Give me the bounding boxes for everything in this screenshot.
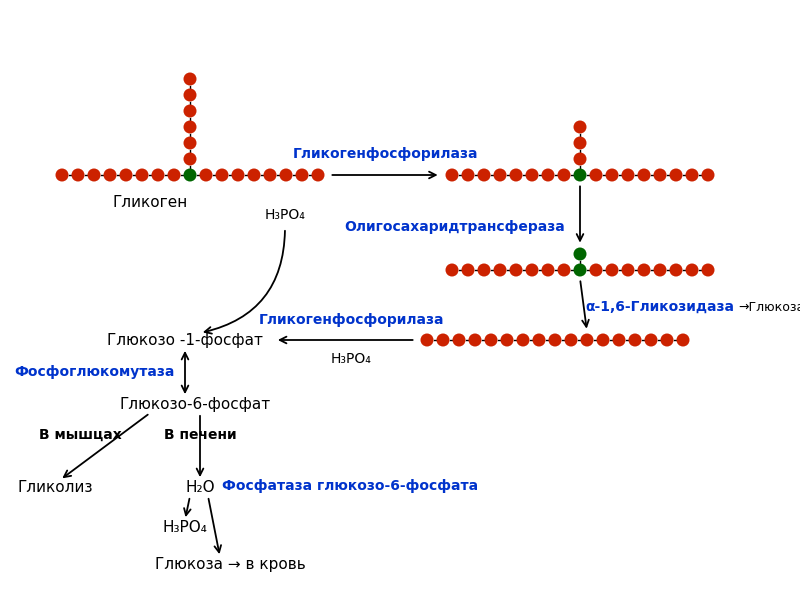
Circle shape <box>510 168 522 181</box>
Circle shape <box>231 168 245 181</box>
Circle shape <box>55 168 69 181</box>
Circle shape <box>446 264 458 277</box>
Circle shape <box>533 334 546 346</box>
Circle shape <box>135 168 149 181</box>
Circle shape <box>622 168 634 181</box>
Circle shape <box>638 168 650 181</box>
Circle shape <box>597 334 610 346</box>
Text: В мышцах: В мышцах <box>38 428 122 442</box>
Circle shape <box>311 168 325 181</box>
Text: →Глюкоза(: →Глюкоза( <box>738 302 800 315</box>
Circle shape <box>702 168 714 181</box>
Text: Глюкозо -1-фосфат: Глюкозо -1-фосфат <box>107 333 263 347</box>
Circle shape <box>606 264 618 277</box>
Circle shape <box>517 334 530 346</box>
Text: α-1,6-Гликозидаза: α-1,6-Гликозидаза <box>585 300 734 314</box>
Text: Гликоген: Гликоген <box>112 195 188 210</box>
Circle shape <box>446 168 458 181</box>
Circle shape <box>478 264 490 277</box>
Circle shape <box>183 168 197 181</box>
Circle shape <box>478 168 490 181</box>
Circle shape <box>71 168 85 181</box>
Circle shape <box>661 334 674 346</box>
Circle shape <box>670 264 682 277</box>
Circle shape <box>279 168 293 181</box>
Circle shape <box>183 121 197 133</box>
Circle shape <box>542 264 554 277</box>
Text: Олигосахаридтрансфераза: Олигосахаридтрансфераза <box>344 220 565 234</box>
Circle shape <box>437 334 450 346</box>
Circle shape <box>199 168 213 181</box>
Circle shape <box>574 264 586 277</box>
Circle shape <box>670 168 682 181</box>
Circle shape <box>183 152 197 165</box>
Circle shape <box>462 168 474 181</box>
Circle shape <box>574 136 586 149</box>
Circle shape <box>549 334 562 346</box>
Circle shape <box>613 334 626 346</box>
Circle shape <box>510 264 522 277</box>
Circle shape <box>677 334 690 346</box>
Text: Гликолиз: Гликолиз <box>18 481 93 496</box>
Text: Глюкозо-6-фосфат: Глюкозо-6-фосфат <box>119 397 270 412</box>
Text: H₃PO₄: H₃PO₄ <box>265 208 306 222</box>
Circle shape <box>167 168 181 181</box>
Circle shape <box>606 168 618 181</box>
Circle shape <box>654 168 666 181</box>
Circle shape <box>247 168 261 181</box>
Circle shape <box>542 168 554 181</box>
Circle shape <box>183 89 197 102</box>
Circle shape <box>629 334 642 346</box>
Circle shape <box>295 168 309 181</box>
Text: Фосфатаза глюкозо-6-фосфата: Фосфатаза глюкозо-6-фосфата <box>222 479 478 493</box>
Circle shape <box>558 264 570 277</box>
Circle shape <box>622 264 634 277</box>
Circle shape <box>654 264 666 277</box>
Circle shape <box>645 334 658 346</box>
Circle shape <box>494 264 506 277</box>
Circle shape <box>581 334 594 346</box>
Circle shape <box>469 334 482 346</box>
Text: Гликогенфосфорилаза: Гликогенфосфорилаза <box>258 313 444 327</box>
Circle shape <box>574 152 586 165</box>
Circle shape <box>590 264 602 277</box>
FancyArrowPatch shape <box>205 231 285 334</box>
Circle shape <box>151 168 165 181</box>
Text: H₃PO₄: H₃PO₄ <box>162 521 207 536</box>
Circle shape <box>215 168 229 181</box>
Text: Глюкоза → в кровь: Глюкоза → в кровь <box>154 558 306 572</box>
Text: Фосфоглюкомутаза: Фосфоглюкомутаза <box>14 365 175 379</box>
Circle shape <box>574 168 586 181</box>
Circle shape <box>501 334 514 346</box>
Circle shape <box>183 73 197 86</box>
Circle shape <box>453 334 466 346</box>
Circle shape <box>686 264 698 277</box>
Circle shape <box>119 168 133 181</box>
Circle shape <box>421 334 434 346</box>
Circle shape <box>702 264 714 277</box>
Circle shape <box>183 105 197 117</box>
Circle shape <box>485 334 498 346</box>
Text: H₂O: H₂O <box>185 481 215 496</box>
Text: В печени: В печени <box>164 428 236 442</box>
Circle shape <box>526 264 538 277</box>
Circle shape <box>183 136 197 149</box>
Circle shape <box>574 121 586 133</box>
Circle shape <box>686 168 698 181</box>
Circle shape <box>590 168 602 181</box>
Circle shape <box>638 264 650 277</box>
Circle shape <box>574 248 586 261</box>
Circle shape <box>462 264 474 277</box>
Circle shape <box>87 168 101 181</box>
Circle shape <box>526 168 538 181</box>
Circle shape <box>103 168 117 181</box>
Text: Гликогенфосфорилаза: Гликогенфосфорилаза <box>292 147 478 161</box>
Circle shape <box>565 334 578 346</box>
Circle shape <box>263 168 277 181</box>
Circle shape <box>494 168 506 181</box>
Text: H₃PO₄: H₃PO₄ <box>330 352 371 366</box>
Circle shape <box>558 168 570 181</box>
